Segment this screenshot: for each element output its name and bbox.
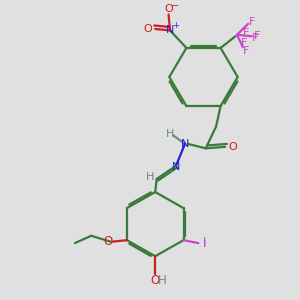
Text: N: N bbox=[172, 162, 180, 172]
Text: O: O bbox=[228, 142, 237, 152]
Text: F: F bbox=[243, 28, 249, 38]
Text: H: H bbox=[146, 172, 154, 182]
Text: i: i bbox=[202, 237, 206, 250]
Text: F: F bbox=[241, 38, 248, 48]
Text: F: F bbox=[249, 17, 255, 27]
Text: C: C bbox=[238, 34, 239, 35]
Text: H: H bbox=[166, 129, 174, 139]
Text: +: + bbox=[172, 21, 179, 30]
Text: F: F bbox=[252, 33, 258, 43]
Text: N: N bbox=[181, 139, 189, 149]
Text: O: O bbox=[103, 235, 113, 248]
Text: O: O bbox=[143, 24, 152, 34]
Text: O: O bbox=[164, 4, 173, 14]
Text: O: O bbox=[151, 274, 160, 286]
Text: N: N bbox=[166, 26, 174, 35]
Text: I: I bbox=[202, 237, 206, 250]
Text: F: F bbox=[254, 31, 260, 41]
Text: H: H bbox=[158, 274, 167, 286]
Text: −: − bbox=[171, 1, 179, 11]
Text: F: F bbox=[243, 46, 249, 56]
